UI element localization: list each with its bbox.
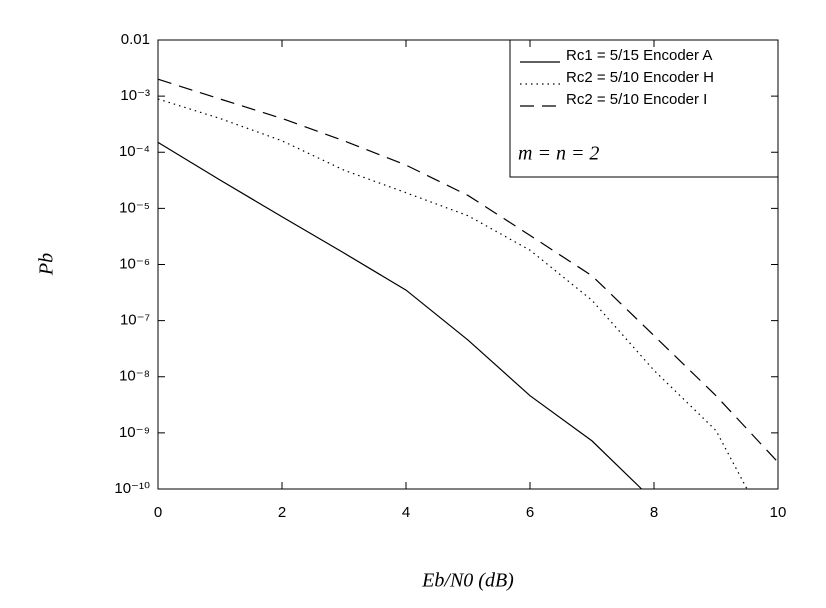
series-line <box>157 78 779 463</box>
y-tick-label: 10⁻³ <box>120 87 150 104</box>
y-tick-label: 10⁻⁹ <box>119 424 150 441</box>
legend-label: Rc2 = 5/10 Encoder H <box>566 69 714 86</box>
x-tick-label: 10 <box>770 504 787 521</box>
y-tick-label: 10⁻⁷ <box>120 312 150 329</box>
legend-label: Rc1 = 5/15 Encoder A <box>566 47 712 64</box>
x-tick-label: 2 <box>278 504 286 521</box>
y-tick-label: 10⁻¹⁰ <box>114 480 150 497</box>
y-tick-label: 0.01 <box>121 31 150 48</box>
x-tick-label: 8 <box>650 504 658 521</box>
x-tick-label: 4 <box>402 504 410 521</box>
legend-box <box>509 39 779 178</box>
y-tick-label: 10⁻⁶ <box>119 255 150 272</box>
series-line <box>157 141 643 490</box>
x-axis-label: Eb/N0 (dB) <box>421 570 514 592</box>
y-tick-label: 10⁻⁵ <box>119 199 150 216</box>
x-tick-label: 0 <box>154 504 162 521</box>
x-tick-label: 6 <box>526 504 534 521</box>
y-tick-label: 10⁻⁸ <box>119 368 150 385</box>
legend-label: Rc2 = 5/10 Encoder I <box>566 91 707 108</box>
y-tick-label: 10⁻⁴ <box>119 143 150 160</box>
annotation: m = n = 2 <box>518 143 599 165</box>
y-axis-label: Pb <box>36 253 58 276</box>
